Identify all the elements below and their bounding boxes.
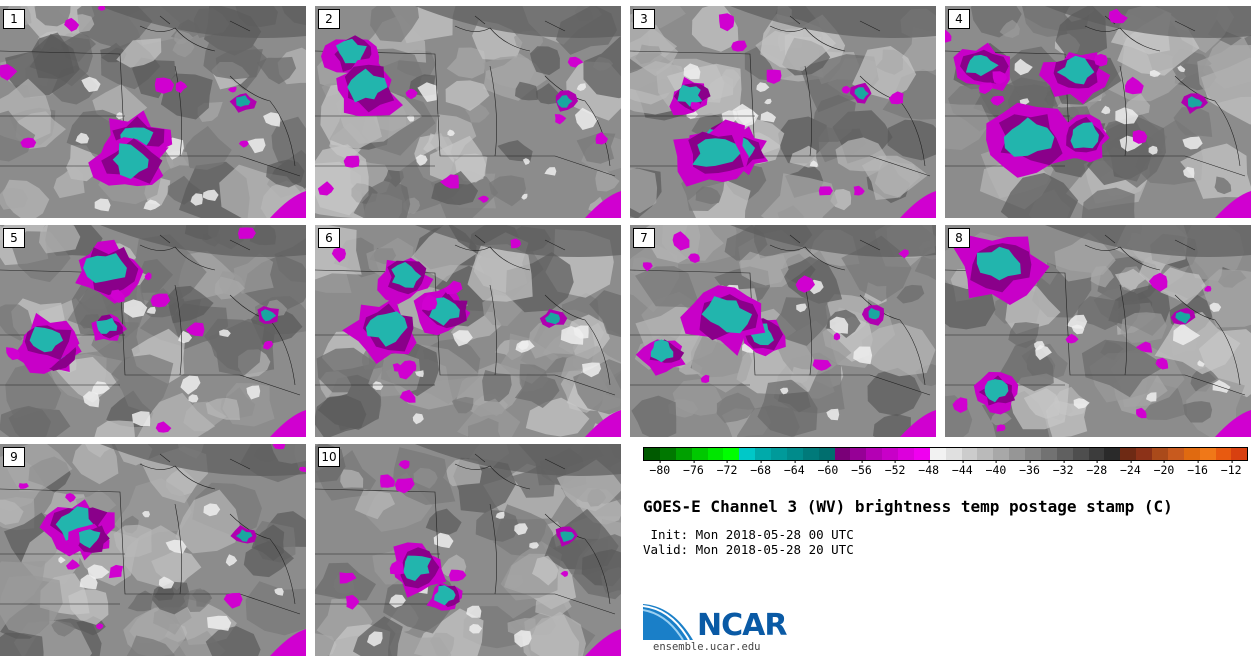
stamp-number: 1 [3,9,25,29]
color-scale-tick-label: −16 [1187,460,1208,477]
color-scale-segment [1056,448,1073,460]
color-scale-segment [755,448,771,460]
color-scale-tick-label: −24 [1119,460,1141,477]
color-scale-segment [1136,448,1152,460]
stamp-panel-2: 2 [315,6,621,218]
color-scale-segment [913,448,930,460]
color-scale-segment [1088,448,1105,460]
color-scale-segment [818,448,835,460]
color-scale-segment [723,448,740,460]
color-scale-tick-label: −56 [851,460,872,477]
color-scale-bar [643,447,1248,461]
color-scale-tick-label: −72 [716,460,738,477]
color-scale-segment [786,448,803,460]
color-scale-segment [659,448,676,460]
stamp-number: 6 [318,228,340,248]
color-scale-tick-label: −80 [649,460,671,477]
color-scale-tick-label: −52 [884,460,906,477]
stamp-number: 10 [318,447,340,467]
wv-map-8 [945,225,1251,437]
valid-time: Valid: Mon 2018-05-28 20 UTC [643,542,854,557]
color-scale-segment [1231,448,1248,460]
stamp-number: 5 [3,228,25,248]
color-scale-segment [739,448,756,460]
color-scale-segment [882,448,898,460]
stamp-number: 3 [633,9,655,29]
color-scale-segment [1104,448,1121,460]
color-scale-segment [850,448,867,460]
color-scale-segment [1215,448,1232,460]
color-scale-segment [1040,448,1057,460]
color-scale-tick-label: −36 [1019,460,1040,477]
color-scale-segment [644,448,660,460]
color-scale-segment [691,448,708,460]
color-scale-tick-label: −28 [1086,460,1108,477]
ncar-logo-icon [642,604,693,641]
color-scale-tick-label: −44 [951,460,973,477]
color-scale-segment [929,448,946,460]
color-scale-segment [1120,448,1137,460]
color-scale-tick-label: −76 [683,460,704,477]
wv-map-4 [945,6,1251,218]
site-url: ensemble.ucar.edu [653,641,761,653]
stamp-number: 2 [318,9,340,29]
stamp-panel-8: 8 [945,225,1251,437]
stamp-number: 4 [948,9,970,29]
color-scale-segment [1183,448,1200,460]
color-scale-tick-label: −20 [1153,460,1175,477]
stamp-panel-6: 6 [315,225,621,437]
stamp-number: 9 [3,447,25,467]
stamp-panel-5: 5 [0,225,306,437]
init-time: Init: Mon 2018-05-28 00 UTC [643,527,854,542]
wv-map-7 [630,225,936,437]
wv-map-5 [0,225,306,437]
color-scale-segment [945,448,962,460]
color-scale-segment [675,448,692,460]
wv-map-3 [630,6,936,218]
stamp-panel-7: 7 [630,225,936,437]
color-scale-segment [993,448,1010,460]
stamp-number: 8 [948,228,970,248]
ncar-logo: NCAR [642,600,803,645]
ncar-logo-text: NCAR [697,608,787,643]
color-scale-segment [898,448,914,460]
wv-map-1 [0,6,306,218]
wv-map-2 [315,6,621,218]
color-scale-tick-label: −32 [1052,460,1074,477]
color-scale-segment [1199,448,1216,460]
color-scale-segment [961,448,978,460]
color-scale-segment [771,448,787,460]
color-scale-segment [1025,448,1041,460]
stamp-panel-9: 9 [0,444,306,656]
color-scale-segment [707,448,724,460]
wv-map-10 [315,444,621,656]
color-scale-tick-label: −12 [1220,460,1242,477]
stamp-panel-3: 3 [630,6,936,218]
stamp-panel-1: 1 [0,6,306,218]
color-scale-tick-label: −64 [783,460,805,477]
color-scale-segment [1009,448,1025,460]
color-scale-segment [977,448,994,460]
wv-map-6 [315,225,621,437]
wv-map-9 [0,444,306,656]
color-scale-segment [834,448,851,460]
color-scale-tick-label: −48 [918,460,940,477]
color-scale-segment [802,448,819,460]
color-scale-segment [866,448,883,460]
color-scale-tick-label: −40 [985,460,1007,477]
stamp-panel-4: 4 [945,6,1251,218]
color-scale-segment [1167,448,1184,460]
figure-title: GOES-E Channel 3 (WV) brightness temp po… [643,497,1173,516]
color-scale-ticks: −80 −76 −72 −68 −64 −60 −56 −52 −48 −44 −40 −36 −32−… [643,460,1248,483]
color-scale-segment [1072,448,1089,460]
color-scale-tick-label: −60 [817,460,839,477]
stamp-number: 7 [633,228,655,248]
stamp-panel-10: 10 [315,444,621,656]
color-scale-tick-label: −68 [750,460,772,477]
color-scale-segment [1152,448,1168,460]
